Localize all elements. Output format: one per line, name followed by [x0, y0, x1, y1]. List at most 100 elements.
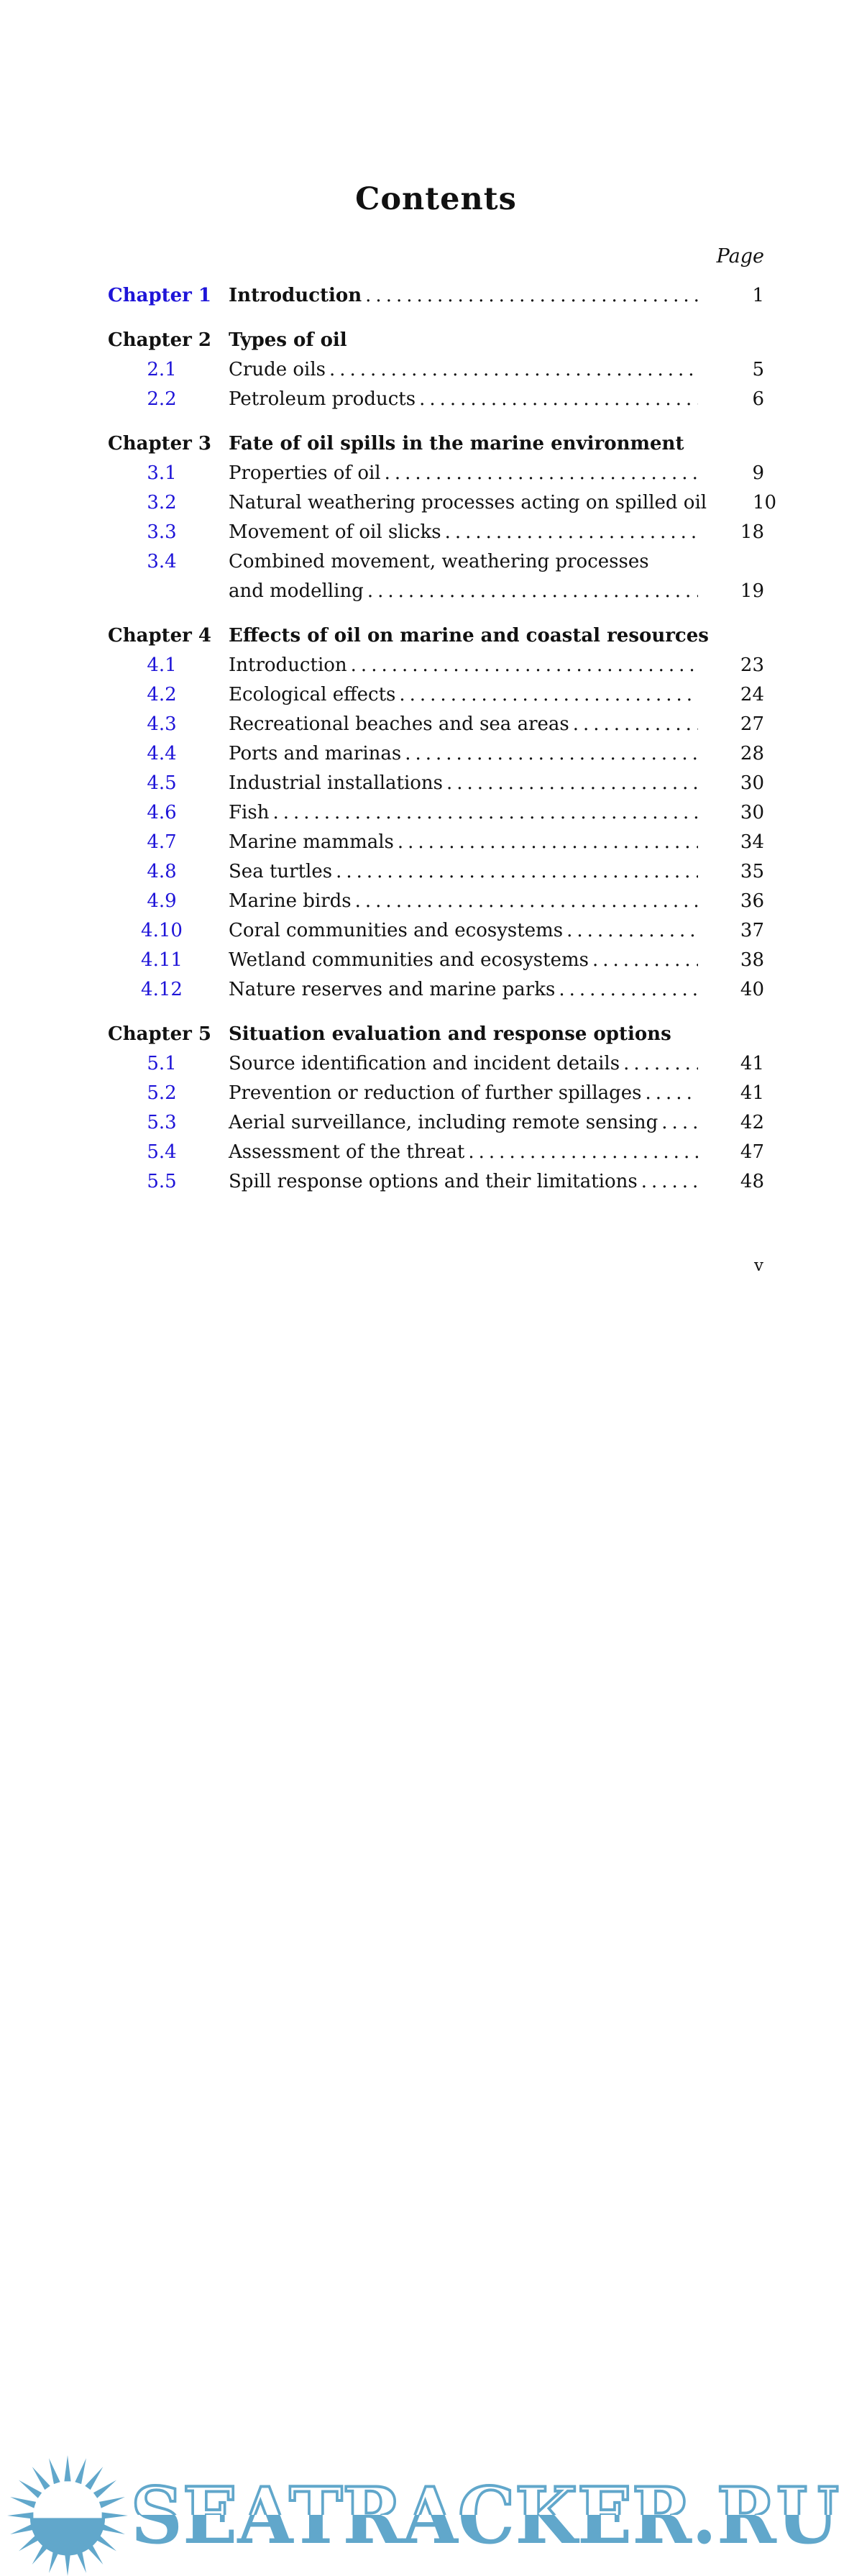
- toc-entry-number[interactable]: 4.4: [147, 743, 177, 764]
- toc-entry-title[interactable]: Prevention or reduction of further spill…: [229, 1082, 642, 1104]
- toc-entry-title[interactable]: Introduction: [229, 654, 347, 676]
- toc-entry-page[interactable]: 34: [740, 831, 764, 853]
- toc-entry-number[interactable]: Chapter 5: [108, 1023, 212, 1045]
- toc-entry-number[interactable]: 2.1: [147, 359, 177, 380]
- toc-entry-title[interactable]: Nature reserves and marine parks: [229, 979, 556, 1000]
- toc-row: 4.2 Ecological effects 24: [108, 680, 764, 710]
- toc-entry-title[interactable]: Effects of oil on marine and coastal res…: [229, 625, 709, 647]
- toc-entry-number[interactable]: 5.3: [147, 1112, 177, 1133]
- toc-entry-number[interactable]: 5.5: [147, 1171, 177, 1192]
- toc-entry-number[interactable]: 5.2: [147, 1082, 177, 1104]
- toc-row: 4.4 Ports and marinas 28: [108, 739, 764, 769]
- toc-entry-page[interactable]: 40: [740, 979, 764, 1000]
- toc-entry-page[interactable]: 41: [740, 1082, 764, 1104]
- toc-entry-number[interactable]: 4.8: [147, 861, 177, 882]
- leader-dots: [644, 1079, 698, 1108]
- leader-dots: [565, 916, 698, 946]
- toc-entry-number[interactable]: 4.11: [141, 949, 183, 971]
- toc-entry-title[interactable]: Aerial surveillance, including remote se…: [229, 1112, 658, 1133]
- toc-entry-title[interactable]: Coral communities and ecosystems: [229, 920, 564, 941]
- toc-entry-number[interactable]: 4.1: [147, 654, 177, 676]
- toc-row: 5.4 Assessment of the threat 47: [108, 1138, 764, 1167]
- toc-entry-title[interactable]: Petroleum products: [229, 388, 416, 410]
- toc-entry-page[interactable]: 36: [740, 890, 764, 912]
- toc-entry-title[interactable]: Assessment of the threat: [229, 1141, 465, 1163]
- toc-entry-page[interactable]: 9: [752, 462, 764, 484]
- leader-dots: [328, 355, 698, 385]
- toc-entry-number[interactable]: 4.2: [147, 684, 177, 705]
- toc-entry-page[interactable]: 1: [752, 285, 764, 306]
- toc-entry-number[interactable]: 3.2: [147, 492, 177, 513]
- toc-entry-title[interactable]: Source identification and incident detai…: [229, 1053, 620, 1074]
- toc-entry-number[interactable]: 5.4: [147, 1141, 177, 1163]
- leader-dots: [418, 385, 698, 414]
- toc-entry-number[interactable]: 4.5: [147, 772, 177, 794]
- leader-dots: [640, 1167, 698, 1197]
- toc-entry-page[interactable]: 41: [740, 1053, 764, 1074]
- toc-entry-number[interactable]: 3.3: [147, 521, 177, 543]
- toc-entry-page[interactable]: 30: [740, 802, 764, 823]
- toc-entry-number[interactable]: Chapter 4: [108, 625, 212, 647]
- toc-entry-title[interactable]: Fish: [229, 802, 270, 823]
- toc-entry-number[interactable]: 4.6: [147, 802, 177, 823]
- toc-entry-number[interactable]: 4.9: [147, 890, 177, 912]
- toc-entry-title[interactable]: Industrial installations: [229, 772, 444, 794]
- toc-entry-title[interactable]: Marine mammals: [229, 831, 394, 853]
- toc-entry-number[interactable]: 4.12: [141, 979, 183, 1000]
- toc-entry-number[interactable]: 4.3: [147, 713, 177, 735]
- toc-entry-page[interactable]: 5: [752, 359, 764, 380]
- toc-entry-title[interactable]: Types of oil: [229, 329, 347, 351]
- toc-entry-number[interactable]: 4.10: [141, 920, 183, 941]
- toc-entry-page[interactable]: 42: [740, 1112, 764, 1133]
- toc-entry-number[interactable]: 2.2: [147, 388, 177, 410]
- toc-entry-number[interactable]: 4.7: [147, 831, 177, 853]
- toc-entry-title[interactable]: Introduction: [229, 285, 362, 306]
- toc-entry-title[interactable]: Properties of oil: [229, 462, 381, 484]
- toc-entry-page[interactable]: 35: [740, 861, 764, 882]
- toc-entry-title[interactable]: Recreational beaches and sea areas: [229, 713, 569, 735]
- toc-entry-title[interactable]: Crude oils: [229, 359, 326, 380]
- toc-entry-page[interactable]: 18: [740, 521, 764, 543]
- toc-entry-page[interactable]: 27: [740, 713, 764, 735]
- toc-entry-title[interactable]: Wetland communities and ecosystems: [229, 949, 589, 971]
- sun-ray: [98, 2497, 125, 2508]
- toc-entry-page[interactable]: 30: [740, 772, 764, 794]
- leader-dots: [572, 710, 698, 739]
- toc-entry-title[interactable]: Situation evaluation and response option…: [229, 1023, 671, 1045]
- toc-entry-number[interactable]: Chapter 1: [108, 285, 212, 306]
- toc-entry-number[interactable]: 3.1: [147, 462, 177, 484]
- toc-entry-title[interactable]: Natural weathering processes acting on s…: [229, 492, 707, 513]
- toc-entry-number[interactable]: Chapter 2: [108, 329, 212, 351]
- toc-row: 2.1 Crude oils 5: [108, 355, 764, 385]
- toc-entry-title[interactable]: Combined movement, weathering processes: [229, 551, 649, 572]
- leader-dots: [557, 975, 698, 1005]
- toc-entry-page[interactable]: 48: [740, 1171, 764, 1192]
- toc-entry-page[interactable]: 23: [740, 654, 764, 676]
- toc-entry-page[interactable]: 47: [740, 1141, 764, 1163]
- toc-entry-page[interactable]: 38: [740, 949, 764, 971]
- toc-entry-title[interactable]: Spill response options and their limitat…: [229, 1171, 638, 1192]
- toc-row: 3.1 Properties of oil 9: [108, 459, 764, 488]
- toc-entry-number[interactable]: 5.1: [147, 1053, 177, 1074]
- toc-entry-page[interactable]: 10: [753, 492, 777, 513]
- toc-row: 4.10 Coral communities and ecosystems 37: [108, 916, 764, 946]
- sun-ray: [19, 2480, 42, 2498]
- page-column-label: Page: [716, 245, 764, 268]
- toc-entry-page[interactable]: 28: [740, 743, 764, 764]
- toc-list: Chapter 1 Introduction 1 Chapter 2 Types…: [108, 281, 776, 1197]
- toc-entry-title[interactable]: Movement of oil slicks: [229, 521, 441, 543]
- toc-entry-title[interactable]: Sea turtles: [229, 861, 333, 882]
- toc-row: 3.2 Natural weathering processes acting …: [108, 488, 776, 518]
- toc-entry-number[interactable]: 3.4: [147, 551, 177, 572]
- page-title: Contents: [355, 181, 517, 217]
- toc-entry-page[interactable]: 24: [740, 684, 764, 705]
- toc-entry-page[interactable]: 6: [752, 388, 764, 410]
- toc-entry-page[interactable]: 37: [740, 920, 764, 941]
- toc-entry-number[interactable]: Chapter 3: [108, 433, 212, 455]
- toc-entry-title[interactable]: Fate of oil spills in the marine environ…: [229, 433, 684, 455]
- toc-entry-title[interactable]: and modelling: [229, 580, 364, 602]
- toc-entry-title[interactable]: Marine birds: [229, 890, 352, 912]
- toc-entry-title[interactable]: Ports and marinas: [229, 743, 402, 764]
- toc-entry-page[interactable]: 19: [740, 580, 764, 602]
- toc-entry-title[interactable]: Ecological effects: [229, 684, 396, 705]
